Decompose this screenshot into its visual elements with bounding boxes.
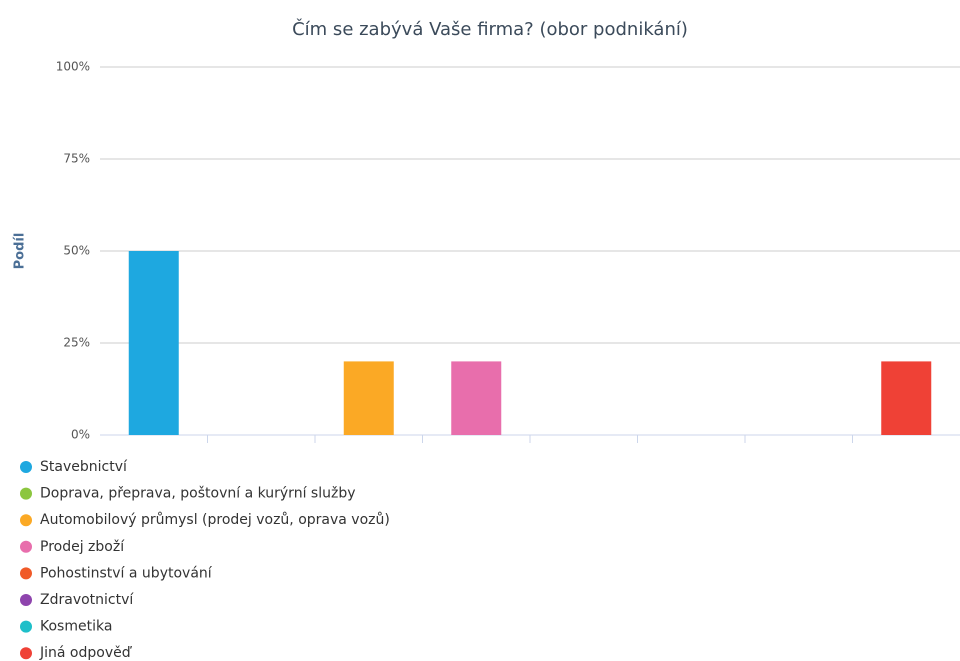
y-tick-label: 50% <box>63 244 90 258</box>
legend-marker <box>20 647 32 660</box>
legend-label: Kosmetika <box>40 619 112 635</box>
legend-label: Pohostinství a ubytování <box>40 565 213 581</box>
y-tick-label: 75% <box>63 152 90 166</box>
legend-marker <box>20 487 32 500</box>
legend-label: Jiná odpověď <box>39 645 133 661</box>
chart-title: Čím se zabývá Vaše firma? (obor podnikán… <box>292 18 688 40</box>
legend-label: Stavebnictví <box>40 459 128 475</box>
bar <box>881 361 932 435</box>
bar <box>128 251 179 435</box>
legend-marker <box>20 594 32 606</box>
legend-marker <box>20 620 32 633</box>
y-tick-label: 100% <box>56 60 90 74</box>
legend-marker <box>20 514 32 527</box>
legend-marker <box>20 461 32 473</box>
legend-marker <box>20 540 32 553</box>
y-tick-label: 0% <box>71 428 90 442</box>
y-tick-label: 25% <box>63 336 90 350</box>
bar <box>343 361 394 435</box>
legend-marker <box>20 567 32 580</box>
legend-label: Doprava, přeprava, poštovní a kurýrní sl… <box>40 486 356 502</box>
legend-label: Prodej zboží <box>40 539 125 555</box>
legend-label: Zdravotnictví <box>40 592 134 608</box>
bar <box>451 361 502 435</box>
y-axis-title: Podíl <box>13 233 28 270</box>
legend-label: Automobilový průmysl (prodej vozů, oprav… <box>40 512 390 528</box>
